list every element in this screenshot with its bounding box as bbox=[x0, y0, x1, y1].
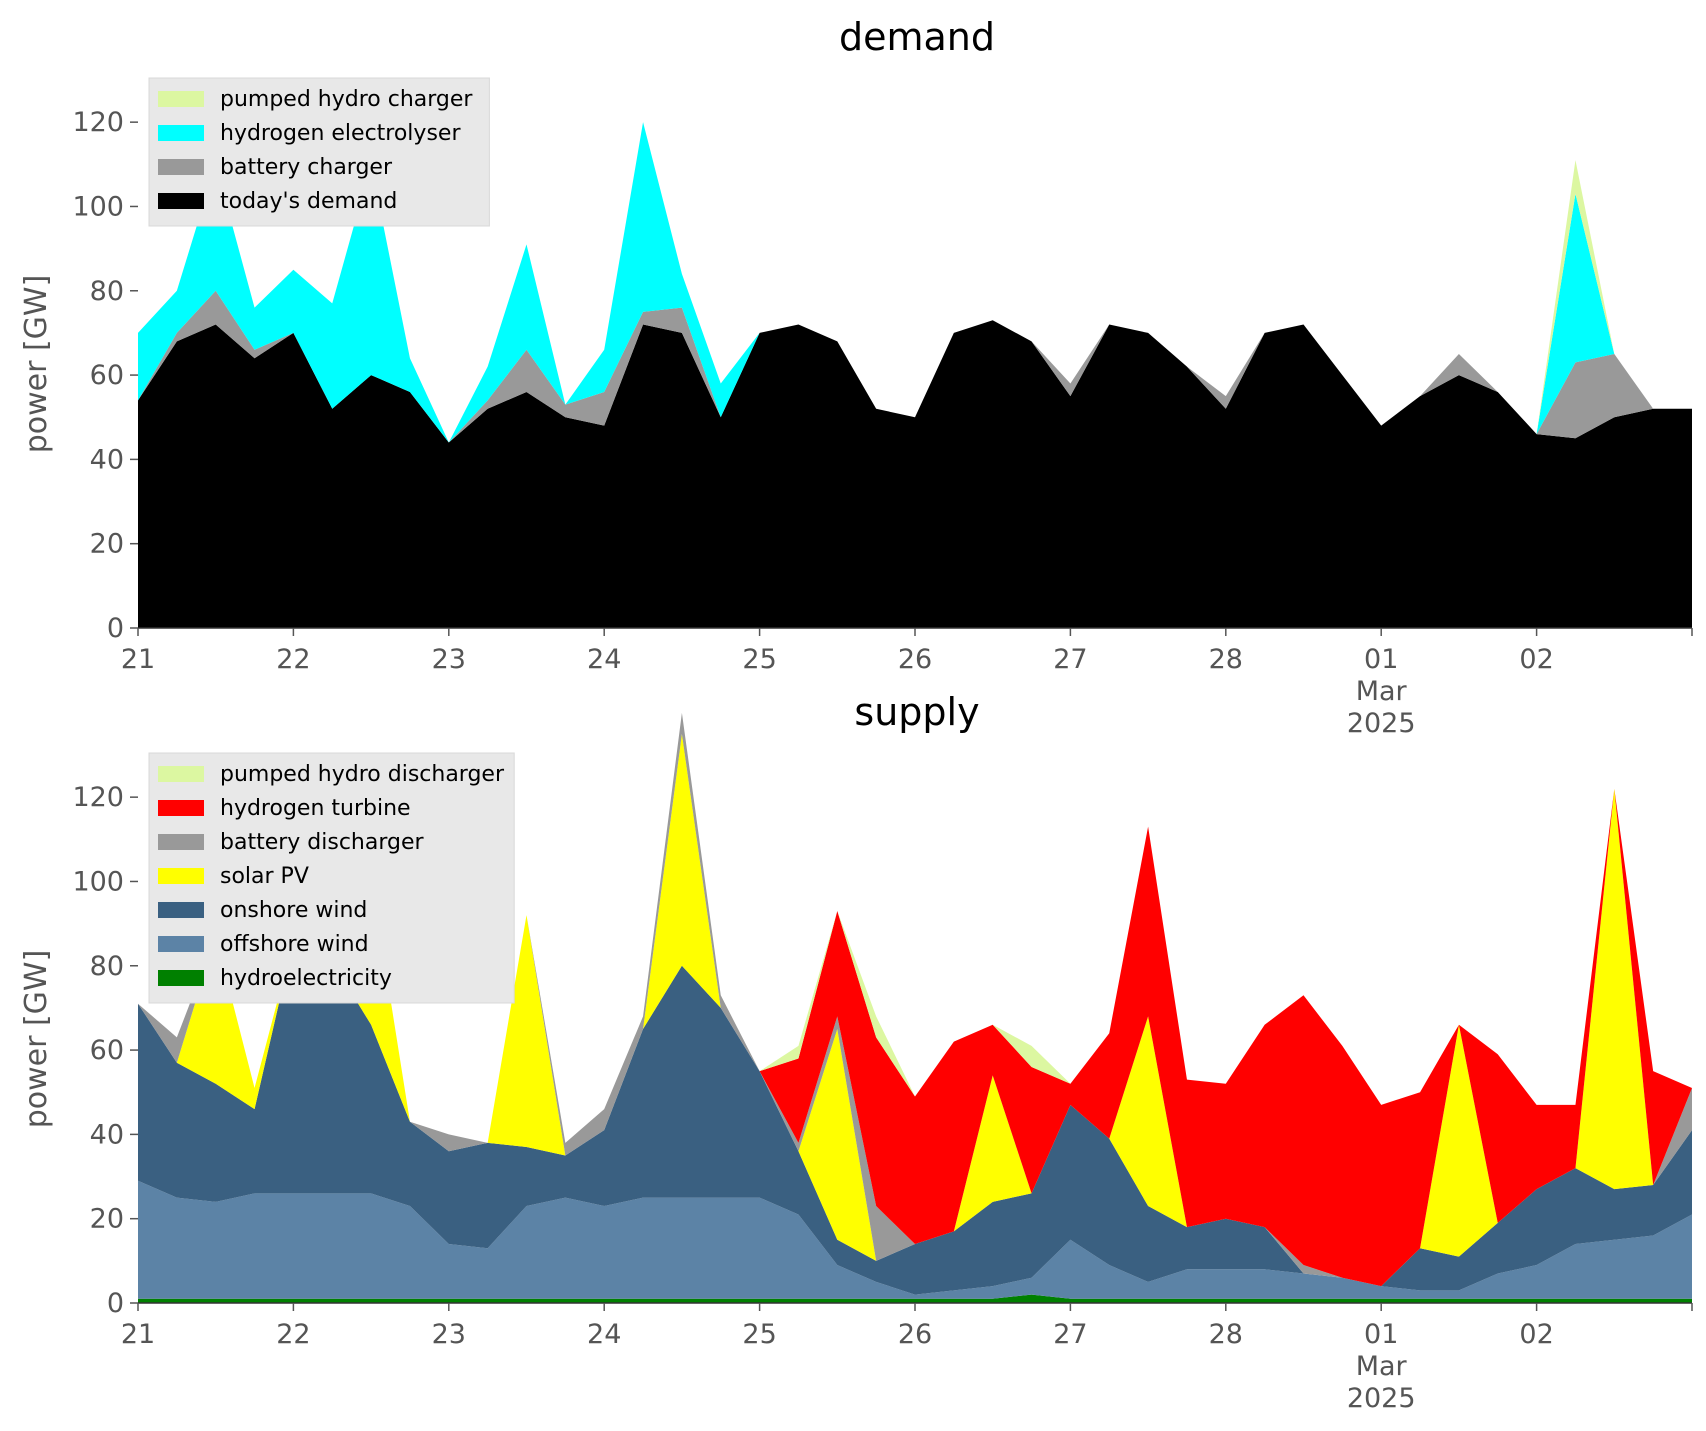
legend: pumped hydro discharger hydrogen turbine b… bbox=[148, 752, 515, 1004]
y-tick-label: 20 bbox=[90, 1204, 124, 1235]
x-tick-label: 25 bbox=[742, 644, 776, 675]
x-tick-label: 01 bbox=[1364, 644, 1398, 675]
legend-swatch-hydrogen-electrolyser bbox=[158, 125, 204, 141]
legend-label-pumped-hydro-charger: pumped hydro charger bbox=[220, 87, 473, 112]
legend-label-hydroelectricity: hydroelectricity bbox=[220, 966, 392, 991]
area-hydrogen-turbine bbox=[138, 712, 1692, 1287]
legend-swatch-pumped-hydro-charger bbox=[158, 91, 204, 107]
x-tick-label: 22 bbox=[276, 1319, 310, 1350]
y-axis-label: power [GW] bbox=[19, 950, 54, 1129]
y-tick-label: 40 bbox=[90, 1119, 124, 1150]
legend-swatch-pumped-hydro-discharger bbox=[158, 766, 204, 782]
legend-label-hydrogen-turbine: hydrogen turbine bbox=[220, 796, 411, 821]
area-series-group bbox=[138, 712, 1692, 1303]
x-tick-sublabel: Mar bbox=[1356, 1351, 1408, 1382]
legend-label-solar-pv: solar PV bbox=[220, 864, 309, 889]
chart-title: supply bbox=[854, 690, 979, 734]
y-tick-label: 120 bbox=[72, 107, 124, 138]
y-tick-label: 40 bbox=[90, 444, 124, 475]
legend-label-onshore-wind: onshore wind bbox=[220, 898, 367, 923]
y-axis-label: power [GW] bbox=[19, 275, 54, 454]
y-tick-label: 0 bbox=[107, 613, 124, 644]
y-tick-label: 100 bbox=[72, 191, 124, 222]
x-tick-sublabel: 2025 bbox=[1347, 1383, 1416, 1414]
y-tick-label: 80 bbox=[90, 276, 124, 307]
y-tick-label: 60 bbox=[90, 360, 124, 391]
y-tick-label: 20 bbox=[90, 529, 124, 560]
x-tick-label: 01 bbox=[1364, 1319, 1398, 1350]
legend-swatch-battery-discharger bbox=[158, 834, 204, 850]
legend-swatch-hydroelectricity bbox=[158, 970, 204, 986]
area-today-s-demand bbox=[138, 320, 1692, 628]
y-tick-label: 100 bbox=[72, 866, 124, 897]
legend-swatch-offshore-wind bbox=[158, 936, 204, 952]
x-tick-label: 02 bbox=[1519, 1319, 1553, 1350]
area-series-group bbox=[138, 122, 1692, 628]
x-tick-label: 21 bbox=[121, 1319, 155, 1350]
legend-swatch-hydrogen-turbine bbox=[158, 800, 204, 816]
x-tick-label: 24 bbox=[587, 644, 621, 675]
x-tick-sublabel: Mar bbox=[1356, 676, 1408, 707]
x-tick-label: 24 bbox=[587, 1319, 621, 1350]
legend-box bbox=[148, 752, 515, 1004]
chart-title: demand bbox=[839, 15, 995, 59]
legend-label-hydrogen-electrolyser: hydrogen electrolyser bbox=[220, 121, 461, 146]
area-onshore-wind bbox=[138, 940, 1692, 1295]
y-tick-label: 80 bbox=[90, 951, 124, 982]
x-tick-label: 26 bbox=[898, 1319, 932, 1350]
x-tick-label: 27 bbox=[1053, 1319, 1087, 1350]
legend-label-pumped-hydro-discharger: pumped hydro discharger bbox=[220, 762, 505, 787]
x-tick-label: 28 bbox=[1209, 1319, 1243, 1350]
legend-label-offshore-wind: offshore wind bbox=[220, 932, 369, 957]
x-tick-label: 22 bbox=[276, 644, 310, 675]
legend-swatch-solar-pv bbox=[158, 868, 204, 884]
x-tick-label: 25 bbox=[742, 1319, 776, 1350]
x-tick-label: 21 bbox=[121, 644, 155, 675]
x-tick-label: 26 bbox=[898, 644, 932, 675]
legend-swatch-today-s-demand bbox=[158, 193, 204, 209]
y-tick-label: 0 bbox=[107, 1288, 124, 1319]
legend-label-today-s-demand: today's demand bbox=[220, 189, 397, 214]
x-tick-label: 02 bbox=[1519, 644, 1553, 675]
x-tick-sublabel: 2025 bbox=[1347, 708, 1416, 739]
legend-box bbox=[148, 77, 490, 227]
legend-swatch-battery-charger bbox=[158, 159, 204, 175]
legend-swatch-onshore-wind bbox=[158, 902, 204, 918]
y-tick-label: 60 bbox=[90, 1035, 124, 1066]
legend-label-battery-discharger: battery discharger bbox=[220, 830, 425, 855]
legend-label-battery-charger: battery charger bbox=[220, 155, 393, 180]
legend: pumped hydro charger hydrogen electrolyse… bbox=[148, 77, 490, 227]
area-offshore-wind bbox=[138, 1180, 1692, 1299]
y-tick-label: 120 bbox=[72, 782, 124, 813]
x-tick-label: 27 bbox=[1053, 644, 1087, 675]
x-tick-label: 28 bbox=[1209, 644, 1243, 675]
x-tick-label: 23 bbox=[432, 644, 466, 675]
x-tick-label: 23 bbox=[432, 1319, 466, 1350]
